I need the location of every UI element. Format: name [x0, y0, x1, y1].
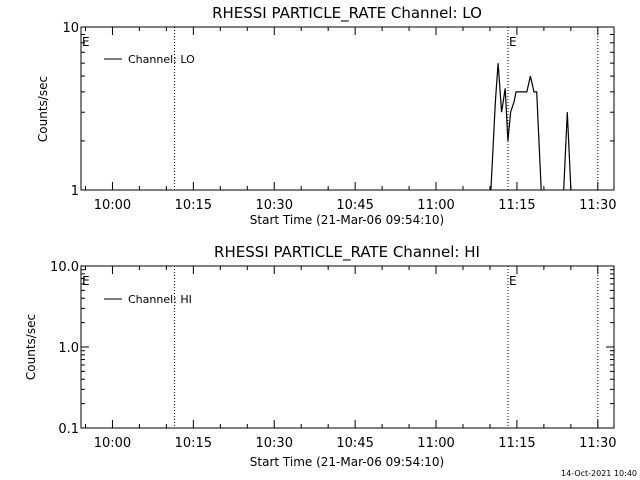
panel-hi-frame	[80, 265, 615, 429]
x-tick-label: 10:45	[336, 198, 373, 213]
x-tick-label: 10:15	[175, 198, 212, 213]
x-tick-label: 11:15	[498, 436, 535, 451]
event-marker-label: E	[509, 274, 517, 288]
panel-hi: RHESSI PARTICLE_RATE Channel: HI Counts/…	[24, 243, 617, 469]
panel-hi-x-ticks: 10:00 10:15 10:30 10:45 11:00 11:15 11:30	[84, 266, 617, 451]
panel-lo: RHESSI PARTICLE_RATE Channel: LO Counts/…	[36, 4, 617, 227]
y-tick-label: 10.0	[50, 260, 79, 275]
panel-hi-legend: Channel: HI	[104, 293, 192, 306]
footer-timestamp: 14-Oct-2021 10:40	[561, 469, 637, 478]
x-tick-label: 11:30	[579, 198, 616, 213]
panel-lo-xlabel: Start Time (21-Mar-06 09:54:10)	[250, 213, 444, 227]
x-tick-label: 11:00	[417, 198, 454, 213]
panel-lo-y-ticks: 1 10	[62, 21, 614, 199]
legend-label-hi: Channel: HI	[128, 293, 192, 306]
series-line	[490, 63, 542, 191]
panel-lo-legend: Channel: LO	[104, 53, 195, 66]
x-tick-label: 10:00	[94, 436, 131, 451]
event-marker-label: E	[82, 274, 90, 288]
panel-lo-frame	[80, 26, 615, 191]
x-tick-label: 11:30	[579, 436, 616, 451]
series-line	[563, 112, 572, 191]
x-tick-label: 10:30	[256, 436, 293, 451]
x-tick-label: 10:30	[256, 198, 293, 213]
x-tick-label: 10:45	[336, 436, 373, 451]
panel-lo-title: RHESSI PARTICLE_RATE Channel: LO	[212, 4, 482, 23]
panel-lo-ylabel: Counts/sec	[36, 76, 50, 142]
legend-label-lo: Channel: LO	[128, 53, 195, 66]
x-tick-label: 10:00	[94, 198, 131, 213]
panel-hi-y-ticks: 0.1 1.0 10.0	[50, 260, 614, 437]
panel-lo-series	[490, 63, 572, 191]
panel-lo-x-ticks: 10:00 10:15 10:30 10:45 11:00 11:15 11:30	[84, 27, 617, 213]
event-marker-label: E	[82, 35, 90, 49]
event-marker-label: E	[509, 35, 517, 49]
x-tick-label: 11:15	[498, 198, 535, 213]
panel-hi-xlabel: Start Time (21-Mar-06 09:54:10)	[250, 455, 444, 469]
y-tick-label: 10	[62, 21, 79, 36]
y-tick-label: 1.0	[58, 341, 79, 356]
y-tick-label: 0.1	[58, 422, 79, 437]
x-tick-label: 10:15	[175, 436, 212, 451]
panel-hi-ylabel: Counts/sec	[24, 314, 38, 380]
x-tick-label: 11:00	[417, 436, 454, 451]
y-tick-label: 1	[71, 184, 79, 199]
panel-hi-title: RHESSI PARTICLE_RATE Channel: HI	[214, 243, 480, 262]
